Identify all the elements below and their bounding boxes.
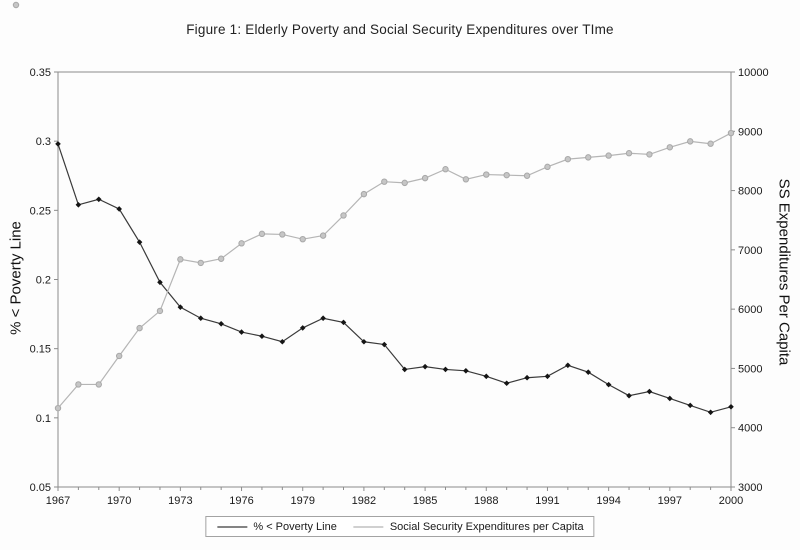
svg-text:0.15: 0.15 xyxy=(30,344,51,356)
svg-text:1997: 1997 xyxy=(658,495,682,507)
poverty-line-marker-icon xyxy=(217,525,248,528)
legend-label: Social Security Expenditures per Capita xyxy=(389,520,584,533)
left-axis-label: % < Poverty Line xyxy=(7,221,25,335)
legend-label: % < Poverty Line xyxy=(253,520,337,533)
svg-text:1967: 1967 xyxy=(46,495,70,507)
svg-text:7000: 7000 xyxy=(738,245,762,257)
svg-text:1991: 1991 xyxy=(535,495,559,507)
svg-text:0.1: 0.1 xyxy=(36,413,51,425)
svg-text:4000: 4000 xyxy=(738,423,762,435)
svg-text:1988: 1988 xyxy=(474,495,498,507)
svg-text:1994: 1994 xyxy=(596,495,620,507)
ss-expenditures-marker-icon xyxy=(353,525,384,528)
right-axis-label: SS Expenditures Per Capita xyxy=(775,178,793,366)
svg-text:1973: 1973 xyxy=(168,495,192,507)
svg-text:8000: 8000 xyxy=(738,186,762,198)
legend-item-ss-expenditures: Social Security Expenditures per Capita xyxy=(353,521,584,533)
legend-item-poverty-line: % < Poverty Line xyxy=(216,520,337,533)
svg-text:1979: 1979 xyxy=(290,495,314,507)
legend: % < Poverty Line Social Security Expendi… xyxy=(205,516,595,537)
svg-text:1976: 1976 xyxy=(229,495,253,507)
svg-text:10000: 10000 xyxy=(738,67,769,79)
svg-text:1982: 1982 xyxy=(352,495,376,507)
chart-title: Figure 1: Elderly Poverty and Social Sec… xyxy=(186,22,614,37)
svg-text:0.2: 0.2 xyxy=(36,275,51,287)
svg-text:0.35: 0.35 xyxy=(30,67,51,79)
svg-text:2000: 2000 xyxy=(719,495,743,507)
svg-text:9000: 9000 xyxy=(738,126,762,138)
svg-text:0.25: 0.25 xyxy=(30,205,51,217)
svg-text:1970: 1970 xyxy=(107,495,131,507)
svg-text:3000: 3000 xyxy=(738,482,762,494)
svg-text:6000: 6000 xyxy=(738,304,762,316)
svg-text:0.05: 0.05 xyxy=(30,482,51,494)
svg-text:5000: 5000 xyxy=(738,363,762,375)
svg-text:0.3: 0.3 xyxy=(36,136,51,148)
svg-text:1985: 1985 xyxy=(413,495,437,507)
